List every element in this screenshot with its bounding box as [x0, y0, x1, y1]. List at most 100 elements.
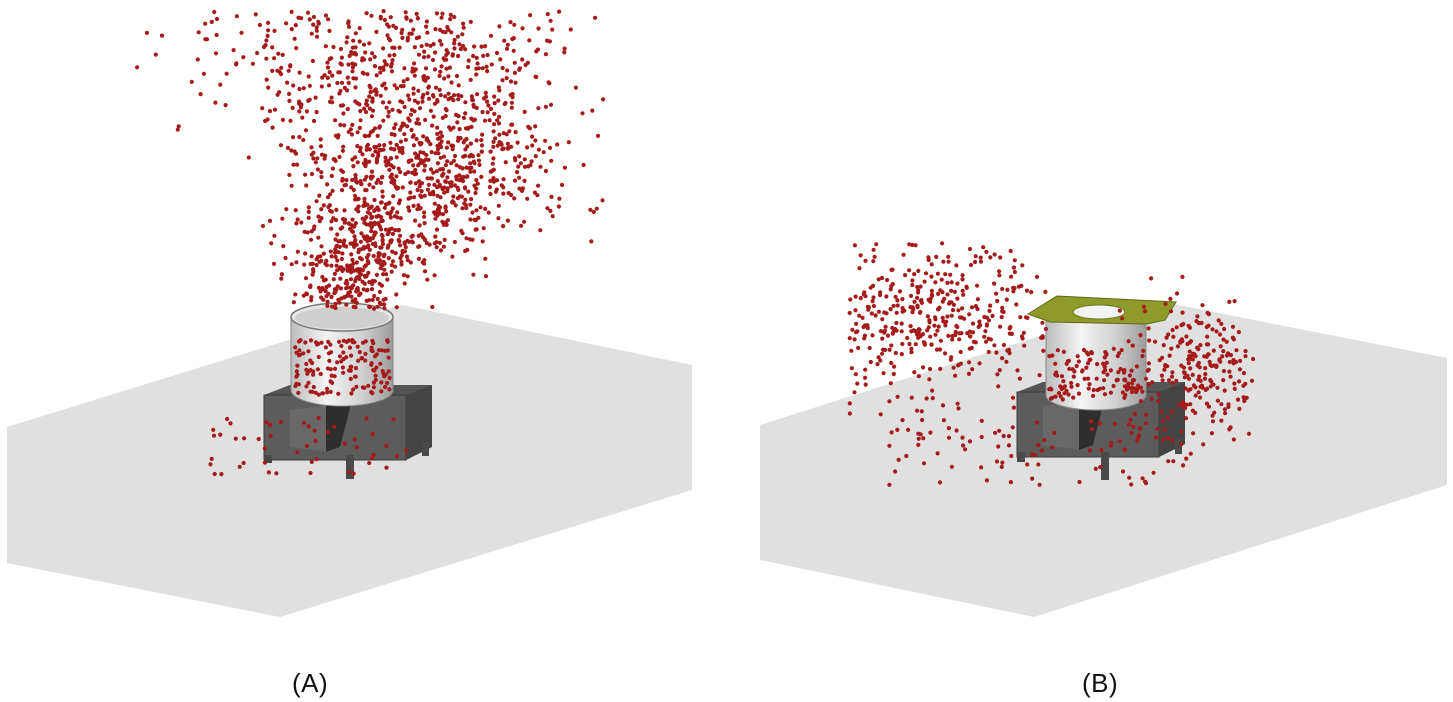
- particle: [1220, 354, 1225, 359]
- particle: [313, 390, 318, 395]
- particle: [502, 101, 507, 107]
- particle: [370, 456, 375, 461]
- particle: [289, 183, 294, 188]
- particle: [1165, 415, 1170, 420]
- particle: [389, 209, 394, 214]
- particle: [967, 329, 972, 334]
- particle: [1043, 326, 1048, 332]
- particle: [363, 351, 368, 356]
- particle: [448, 12, 453, 17]
- particle: [336, 391, 341, 396]
- particle: [1029, 452, 1034, 457]
- particle: [285, 80, 290, 85]
- particle: [463, 147, 468, 152]
- particle: [1020, 263, 1025, 268]
- particle: [358, 118, 363, 123]
- particle: [889, 430, 894, 435]
- particle: [387, 53, 392, 58]
- particle: [515, 140, 520, 145]
- particle: [1192, 352, 1197, 357]
- particle: [316, 19, 321, 24]
- particle: [475, 61, 480, 66]
- particle: [868, 285, 873, 290]
- particle: [999, 464, 1004, 469]
- particle: [446, 140, 451, 145]
- particle: [847, 411, 852, 416]
- particle: [452, 46, 457, 51]
- particle: [383, 155, 388, 160]
- particle: [470, 210, 475, 215]
- particle: [300, 115, 305, 120]
- particle: [400, 100, 405, 105]
- particle: [294, 350, 299, 355]
- particle: [308, 470, 313, 476]
- particle: [921, 461, 927, 466]
- particle: [289, 27, 294, 32]
- particle: [333, 133, 338, 138]
- particle: [440, 219, 445, 224]
- particle: [270, 68, 275, 73]
- particle: [913, 342, 918, 347]
- particle: [437, 38, 443, 43]
- particle: [377, 65, 383, 71]
- particle: [435, 179, 440, 184]
- particle: [212, 471, 217, 477]
- particle: [995, 372, 1000, 377]
- particle: [1231, 358, 1236, 363]
- particle: [319, 340, 324, 345]
- particle: [428, 142, 433, 147]
- particle: [1171, 459, 1176, 464]
- particle: [474, 138, 479, 143]
- particle: [513, 80, 518, 85]
- particle: [534, 74, 539, 80]
- particle: [384, 272, 389, 277]
- particle: [1146, 361, 1151, 366]
- particle: [929, 274, 934, 279]
- particle: [880, 336, 885, 341]
- panel-label: (A): [292, 668, 329, 698]
- particle: [1034, 420, 1040, 425]
- particle: [411, 163, 416, 168]
- particle: [533, 138, 538, 143]
- particle: [1228, 374, 1233, 379]
- particle: [516, 164, 521, 169]
- particle: [1181, 321, 1186, 327]
- particle: [1219, 418, 1224, 423]
- particle: [1149, 396, 1154, 401]
- particle: [297, 348, 302, 353]
- particle: [948, 357, 953, 362]
- particle: [335, 232, 340, 237]
- particle: [402, 240, 407, 245]
- particle: [1186, 388, 1191, 393]
- particle: [392, 214, 397, 219]
- particle: [309, 171, 315, 177]
- particle: [434, 227, 440, 232]
- particle: [320, 274, 325, 280]
- particle: [280, 52, 285, 58]
- particle: [890, 331, 895, 336]
- particle: [538, 164, 543, 169]
- particle: [1194, 319, 1199, 324]
- particle: [1171, 334, 1176, 339]
- particle: [363, 50, 368, 55]
- particle: [337, 239, 343, 244]
- particle: [557, 9, 562, 14]
- particle: [1128, 417, 1133, 423]
- particle: [1095, 362, 1100, 367]
- particle: [1122, 395, 1127, 400]
- particle: [255, 50, 260, 56]
- particle: [432, 273, 437, 278]
- particle: [926, 325, 931, 330]
- particle: [428, 192, 433, 197]
- particle: [316, 285, 321, 290]
- particle: [294, 369, 299, 374]
- particle: [977, 319, 982, 324]
- particle: [377, 289, 382, 295]
- particle: [306, 349, 311, 354]
- particle: [903, 273, 908, 278]
- particle: [1119, 348, 1124, 353]
- particle: [1006, 443, 1012, 448]
- particle: [488, 178, 493, 183]
- particle: [447, 180, 452, 185]
- particle: [425, 91, 430, 96]
